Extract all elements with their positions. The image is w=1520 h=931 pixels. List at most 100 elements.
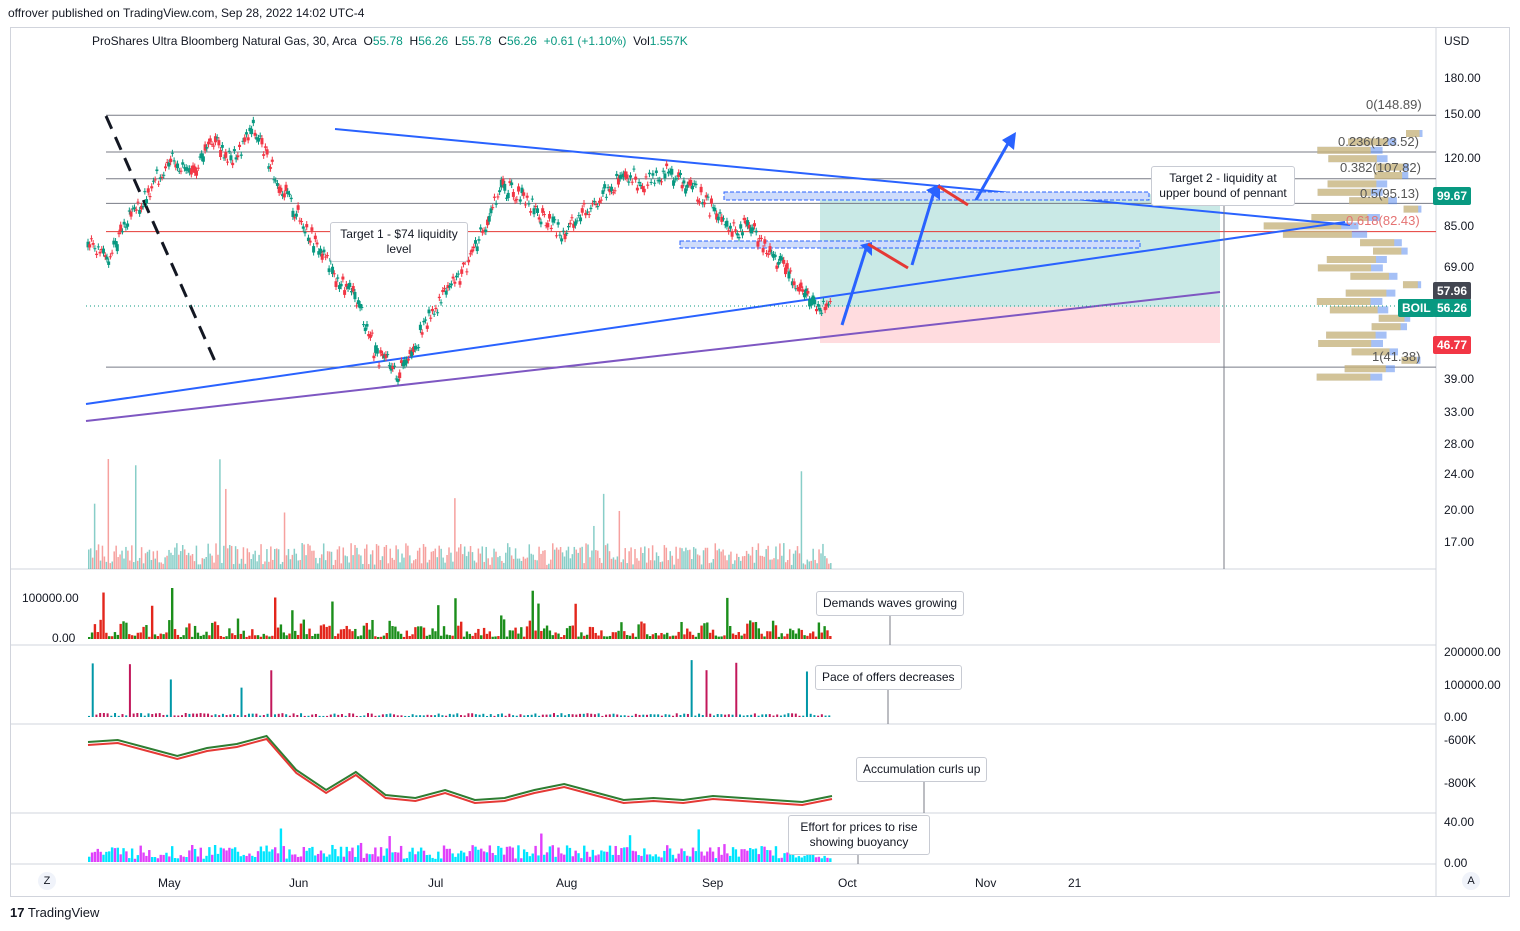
demand-bar bbox=[245, 636, 248, 639]
volume-profile-bar-down bbox=[1317, 264, 1372, 272]
demand-bar bbox=[402, 636, 406, 639]
demand-bar bbox=[208, 635, 211, 639]
candle-body bbox=[616, 177, 620, 185]
volume-bar bbox=[332, 564, 335, 569]
candle-body bbox=[646, 184, 650, 186]
volume-bar bbox=[743, 556, 746, 569]
candle-body bbox=[293, 217, 297, 219]
volume-bar bbox=[810, 560, 812, 569]
volume-bar bbox=[369, 554, 372, 569]
candle-body bbox=[201, 156, 205, 162]
volume-bar bbox=[763, 556, 765, 569]
candle-body bbox=[598, 200, 601, 203]
target2-note[interactable]: Target 2 - liquidity at upper bound of p… bbox=[1151, 166, 1295, 206]
volume-profile-bar-down bbox=[1351, 348, 1390, 356]
volume-bar bbox=[792, 553, 795, 569]
volume-bar bbox=[201, 558, 204, 569]
pane2-axis-top: 200000.00 bbox=[1444, 645, 1501, 659]
effort-bar bbox=[769, 850, 772, 862]
effort-bar bbox=[374, 847, 377, 862]
effort-bar bbox=[153, 857, 157, 862]
effort-bar bbox=[239, 856, 243, 862]
candle-body bbox=[730, 231, 734, 237]
offer-bar bbox=[534, 713, 537, 717]
volume-bar bbox=[612, 557, 615, 569]
effort-bar bbox=[271, 849, 274, 862]
demand-bar bbox=[368, 629, 371, 639]
volume-bar bbox=[569, 558, 572, 569]
volume-bar bbox=[620, 562, 623, 569]
candle-body bbox=[618, 175, 622, 179]
volume-bar bbox=[489, 564, 491, 569]
volume-bar bbox=[587, 544, 589, 569]
offer-bar bbox=[579, 713, 582, 717]
volume-bar bbox=[350, 543, 352, 569]
volume-bar bbox=[696, 554, 699, 569]
offer-bar bbox=[329, 714, 332, 717]
candle-body bbox=[522, 192, 526, 196]
volume-bar bbox=[256, 561, 258, 569]
effort-bar bbox=[274, 847, 277, 862]
volume-bar bbox=[428, 559, 431, 569]
candle-body bbox=[179, 170, 183, 172]
effort-bar bbox=[90, 852, 94, 862]
target1-note[interactable]: Target 1 - $74 liquidity level bbox=[330, 222, 468, 262]
demand-note[interactable]: Demands waves growing bbox=[816, 591, 965, 616]
volume-bar bbox=[600, 562, 603, 569]
candle-body bbox=[327, 268, 331, 273]
volume-bar bbox=[806, 559, 809, 569]
demand-bar bbox=[311, 635, 314, 639]
price-tick-label: 17.00 bbox=[1444, 535, 1475, 549]
offer-bar bbox=[367, 713, 369, 717]
accum-note[interactable]: Accumulation curls up bbox=[856, 757, 988, 782]
demand-bar bbox=[726, 597, 729, 639]
effort-bar bbox=[159, 854, 162, 862]
demand-bar bbox=[345, 625, 348, 639]
candle-body bbox=[284, 184, 288, 192]
volume-bar bbox=[546, 564, 548, 569]
candle-body bbox=[294, 213, 298, 217]
effort-bar bbox=[766, 849, 769, 862]
candle-body bbox=[613, 190, 617, 192]
candle-body bbox=[709, 198, 713, 204]
candle-body bbox=[789, 270, 793, 272]
candle-body bbox=[720, 216, 724, 222]
effort-bar bbox=[563, 854, 566, 862]
zoom-button[interactable]: Z bbox=[38, 872, 56, 890]
demand-bar bbox=[331, 601, 334, 639]
offers-note[interactable]: Pace of offers decreases bbox=[815, 665, 962, 690]
volume-bar bbox=[193, 561, 196, 569]
auto-scale-button[interactable]: A bbox=[1462, 872, 1480, 890]
volume-bar bbox=[93, 503, 96, 569]
candle-body bbox=[396, 378, 400, 383]
effort-bar bbox=[377, 856, 380, 862]
volume-bar bbox=[483, 561, 485, 569]
volume-bar bbox=[573, 546, 576, 569]
volume-bar bbox=[794, 550, 797, 569]
candle-body bbox=[827, 304, 831, 306]
candle-body bbox=[182, 167, 186, 169]
candle-body bbox=[668, 170, 672, 173]
volume-bar bbox=[706, 547, 709, 569]
candle-body bbox=[579, 217, 583, 222]
volume-bar bbox=[160, 562, 162, 569]
effort-bar bbox=[110, 847, 114, 862]
offer-bar bbox=[556, 715, 559, 717]
demand-bar bbox=[514, 627, 517, 639]
demand-bar bbox=[462, 636, 466, 639]
offer-bar bbox=[720, 714, 723, 717]
volume-bar bbox=[667, 560, 670, 569]
candle-body bbox=[713, 207, 717, 212]
demand-bar bbox=[348, 629, 351, 639]
candle-body bbox=[350, 290, 353, 293]
candle-body bbox=[412, 346, 415, 353]
volume-bar bbox=[812, 548, 814, 569]
effort-note[interactable]: Effort for prices to rise showing buoyan… bbox=[788, 815, 930, 855]
demand-bar bbox=[219, 635, 223, 639]
effort-bar bbox=[694, 851, 698, 862]
volume-bar bbox=[354, 545, 356, 569]
offer-bar bbox=[482, 713, 485, 717]
volume-bar bbox=[532, 554, 534, 569]
demand-bar bbox=[826, 630, 829, 639]
